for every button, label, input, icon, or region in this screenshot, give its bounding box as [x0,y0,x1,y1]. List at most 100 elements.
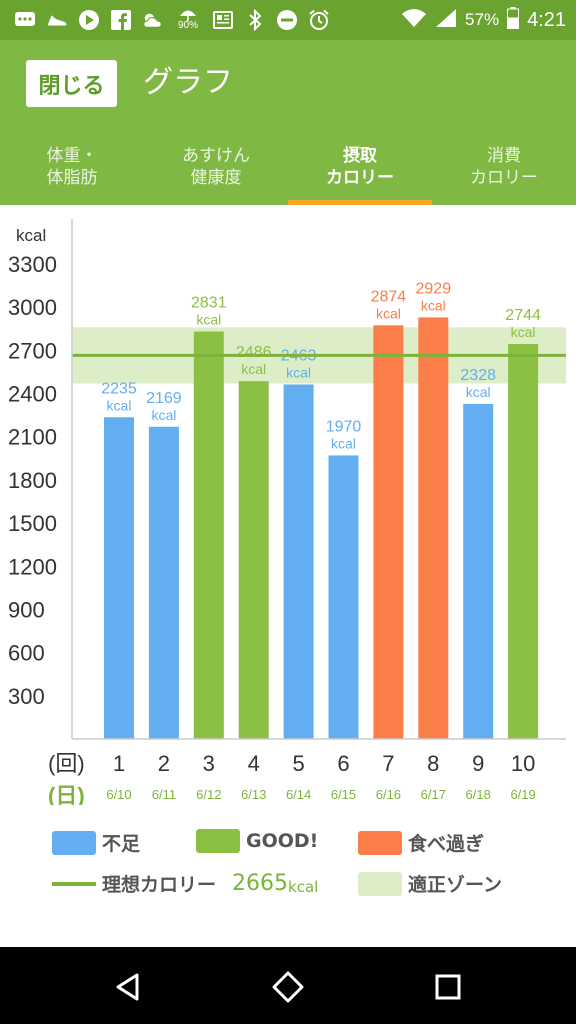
x-date-label: 6/11 [152,787,176,802]
x-date-label: 6/18 [466,787,491,802]
calorie-chart: kcal 3300 3000 2700 2400 2100 1800 1500 1200 900 6… [0,205,576,808]
bar[interactable] [238,381,269,739]
tab-weight-body-fat[interactable]: 体重・ 体脂肪 [0,128,144,205]
tab-burned-calories[interactable]: 消費 カロリー [432,128,576,205]
x-tick-label: 5 [292,751,304,776]
tab-label-line2: カロリー [326,167,394,188]
close-button[interactable]: 閉じる [26,60,117,107]
alarm-icon [308,9,330,31]
bar[interactable] [148,426,179,739]
legend-over-label: 食べ過ぎ [408,833,485,855]
x-date-label: 6/14 [286,787,311,802]
bar-value-label: 2328 [460,367,496,384]
x-date-label: 6/10 [106,787,131,802]
signal-icon [435,8,457,33]
tab-label-line2: 体脂肪 [46,167,98,188]
bar[interactable] [193,331,224,739]
bar[interactable] [104,417,134,739]
y-tick-label: 2100 [8,425,57,450]
wifi-icon [401,8,427,33]
rain-probability: 90% [177,20,198,31]
bar-unit-label: kcal [196,312,221,328]
y-tick-label: 900 [8,597,45,622]
y-tick-label: 3300 [8,252,57,277]
tab-label-line1: あすけん [182,145,250,166]
tab-label-line2: カロリー [470,167,538,188]
page-title: グラフ [143,65,233,100]
x-row-label-date: (日) [48,783,85,805]
legend-good-swatch [196,829,240,853]
bar-unit-label: kcal [241,361,266,377]
y-axis-unit-label: kcal [16,226,46,245]
bar[interactable] [508,344,539,739]
x-tick-label: 4 [248,751,260,776]
calorie-chart-svg: kcal330030002700240021001800150012009006… [8,219,566,808]
bar[interactable] [328,455,359,739]
tab-label-line1: 摂取 [343,145,377,166]
bar-value-label: 2486 [236,344,272,361]
tab-label-line1: 消費 [487,145,521,166]
chart-legend: 不足 GOOD! 食べ過ぎ 理想カロリー 2665 kcal 適正ゾーン [0,815,576,935]
play-icon [78,9,100,31]
bar-value-label: 2874 [371,288,407,305]
legend-zone-swatch [358,871,402,896]
legend-low-swatch [52,830,96,855]
x-date-label: 6/15 [331,787,356,802]
tab-bar: 体重・ 体脂肪 あすけん 健康度 摂取 カロリー 消費 カロリー [0,128,576,205]
x-date-label: 6/19 [510,787,535,802]
navigation-bar [0,947,576,1024]
legend-low-label: 不足 [102,833,141,855]
umbrella-icon: 90% [174,9,202,31]
bar[interactable] [373,325,404,739]
clock: 4:21 [527,8,566,31]
bar-unit-label: kcal [466,384,491,400]
x-date-label: 6/17 [421,787,446,802]
weather-icon [142,9,164,31]
bar-unit-label: kcal [376,305,401,321]
y-tick-label: 2400 [8,382,57,407]
legend-good-label: GOOD! [246,830,319,852]
bar-unit-label: kcal [331,435,356,451]
x-tick-label: 1 [113,751,125,776]
tab-label-line2: 健康度 [190,167,242,188]
active-tab-indicator [288,200,432,205]
bar-value-label: 2831 [191,295,227,312]
legend-ideal-unit: kcal [288,877,319,896]
legend-zone: 適正ゾーン [358,870,502,897]
x-tick-label: 8 [427,751,439,776]
bar-unit-label: kcal [107,397,132,413]
bar[interactable] [418,317,449,739]
x-tick-label: 9 [472,751,484,776]
legend-low: 不足 [52,829,140,856]
x-tick-label: 7 [382,751,394,776]
legend-good: GOOD! [196,829,318,853]
x-tick-label: 3 [203,751,215,776]
tab-label-line1: 体重・ [46,145,98,166]
bar-value-label: 2929 [416,280,452,297]
bar[interactable] [283,384,314,739]
legend-ideal: 理想カロリー 2665 kcal [52,870,318,897]
battery-percent: 57% [465,10,500,29]
tab-health-score[interactable]: あすけん 健康度 [144,128,288,205]
bar[interactable] [463,403,494,739]
status-bar: 90% 57% 4:21 [0,0,576,40]
facebook-icon [110,9,132,31]
x-date-label: 6/13 [241,787,266,802]
bar-unit-label: kcal [286,364,311,380]
x-tick-label: 2 [158,751,170,776]
legend-ideal-value: 2665 [232,871,289,896]
legend-ideal-line [52,881,96,886]
news-icon [212,9,234,31]
y-tick-label: 3000 [8,295,57,320]
message-icon [14,9,36,31]
y-tick-label: 1500 [8,511,57,536]
recents-icon[interactable] [426,965,470,1009]
bar-value-label: 2744 [505,307,541,324]
x-date-label: 6/16 [376,787,401,802]
tab-intake-calories[interactable]: 摂取 カロリー [288,128,432,205]
home-icon[interactable] [266,965,310,1009]
legend-over: 食べ過ぎ [358,829,484,856]
back-icon[interactable] [106,965,150,1009]
legend-over-swatch [358,830,402,855]
y-tick-label: 300 [8,684,45,709]
